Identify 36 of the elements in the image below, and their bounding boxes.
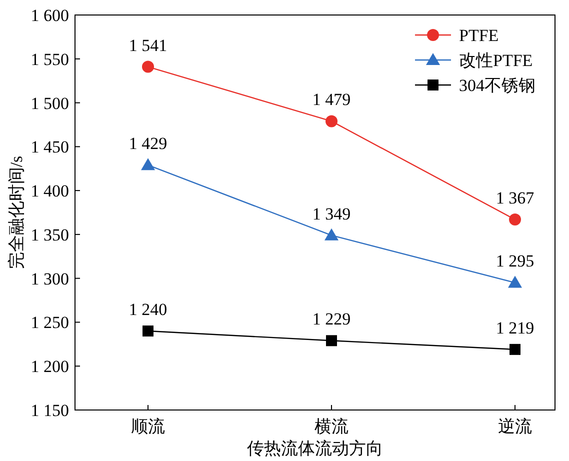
y-axis-title: 完全融化时间/s (7, 156, 26, 270)
legend-label: PTFE (459, 26, 499, 45)
x-tick-label: 横流 (314, 417, 348, 436)
data-label: 1 240 (128, 300, 168, 319)
x-axis-title: 传热流体流动方向 (247, 439, 383, 458)
x-tick-label: 逆流 (498, 417, 532, 436)
point (510, 344, 520, 355)
data-label: 1 229 (312, 310, 351, 329)
y-tick-label: 1 400 (30, 182, 69, 201)
y-tick-label: 1 450 (30, 138, 69, 157)
data-label: 1 429 (128, 134, 168, 154)
point (509, 214, 521, 226)
legend-label: 304不锈钢 (459, 76, 536, 95)
data-label: 1 219 (496, 318, 534, 338)
point (142, 326, 154, 336)
y-tick-label: 1 500 (30, 94, 69, 113)
y-tick-label: 1 250 (30, 313, 69, 332)
point (508, 276, 522, 288)
x-tick-label: 顺流 (131, 417, 165, 436)
point (326, 115, 338, 128)
point (142, 60, 154, 73)
y-tick-label: 1 350 (30, 225, 69, 244)
data-label: 1 541 (128, 36, 168, 55)
data-label: 1 295 (496, 252, 534, 271)
y-tick-label: 1 150 (30, 401, 69, 420)
legend-label: 改性PTFE (459, 51, 533, 70)
data-label: 1 349 (312, 204, 351, 224)
data-label: 1 367 (496, 188, 535, 208)
y-tick-label: 1 300 (30, 269, 69, 288)
point (326, 335, 337, 346)
y-tick-label: 1 550 (30, 50, 69, 69)
data-label: 1 479 (312, 90, 351, 110)
point (324, 228, 338, 240)
point (141, 158, 155, 170)
y-tick-label: 1 600 (30, 6, 69, 25)
y-tick-label: 1 200 (30, 357, 69, 376)
